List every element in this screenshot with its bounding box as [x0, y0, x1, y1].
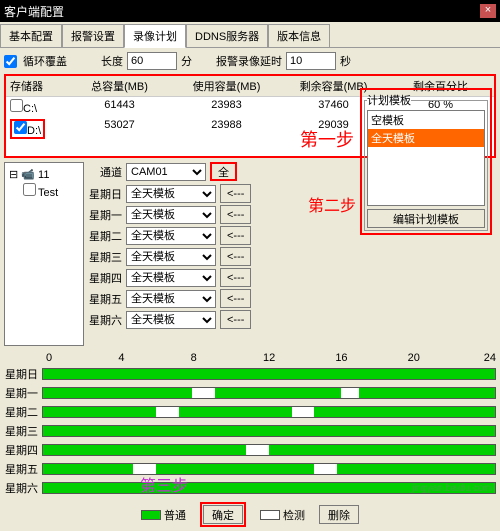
- schedule-bar[interactable]: [42, 368, 496, 380]
- legend-detect-swatch: [260, 510, 280, 520]
- day-template-select[interactable]: 全天模板: [126, 248, 216, 266]
- template-legend: 计划模板: [367, 92, 411, 108]
- day-template-select[interactable]: 全天模板: [126, 269, 216, 287]
- tab-basic[interactable]: 基本配置: [0, 24, 62, 47]
- day-label: 星期四: [88, 270, 122, 286]
- day-label: 星期五: [88, 291, 122, 307]
- len-unit: 分: [181, 53, 192, 69]
- loop-checkbox[interactable]: [4, 55, 17, 68]
- assign-button[interactable]: <---: [220, 184, 251, 203]
- step2-overlay: 第二步: [308, 192, 356, 216]
- step3-overlay: 第三步: [140, 472, 188, 496]
- list-item[interactable]: 空模板: [368, 111, 484, 129]
- bar-day-label: 星期五: [4, 461, 42, 477]
- schedule-bar[interactable]: [42, 406, 496, 418]
- delay-label: 报警录像延时: [216, 53, 282, 69]
- all-button[interactable]: 全: [210, 162, 237, 181]
- day-template-select[interactable]: 全天模板: [126, 206, 216, 224]
- day-label: 星期一: [88, 207, 122, 223]
- schedule-bar[interactable]: [42, 463, 496, 475]
- template-list[interactable]: 空模板 全天模板: [367, 110, 485, 206]
- bar-day-label: 星期二: [4, 404, 42, 420]
- tab-ddns[interactable]: DDNS服务器: [186, 24, 268, 47]
- day-template-select[interactable]: 全天模板: [126, 290, 216, 308]
- len-input[interactable]: [127, 52, 177, 70]
- schedule-bar[interactable]: [42, 387, 496, 399]
- close-icon[interactable]: ×: [480, 4, 496, 18]
- tree-item-checkbox[interactable]: [23, 183, 36, 196]
- delay-input[interactable]: [286, 52, 336, 70]
- list-item[interactable]: 全天模板: [368, 129, 484, 147]
- col-drive: 存储器: [6, 76, 66, 96]
- assign-button[interactable]: <---: [220, 268, 251, 287]
- tab-version[interactable]: 版本信息: [268, 24, 330, 47]
- assign-button[interactable]: <---: [220, 289, 251, 308]
- bar-day-label: 星期四: [4, 442, 42, 458]
- drive-c-checkbox[interactable]: [10, 99, 23, 112]
- day-template-select[interactable]: 全天模板: [126, 227, 216, 245]
- assign-button[interactable]: <---: [220, 205, 251, 224]
- delete-button[interactable]: 删除: [319, 505, 359, 524]
- day-label: 星期六: [88, 312, 122, 328]
- day-label: 星期二: [88, 228, 122, 244]
- bar-day-label: 星期一: [4, 385, 42, 401]
- legend-detect: 检测: [283, 507, 305, 523]
- step1-overlay: 第一步: [300, 126, 354, 152]
- schedule-bar[interactable]: [42, 425, 496, 437]
- time-ruler: 04812162024: [46, 352, 496, 364]
- bar-day-label: 星期日: [4, 366, 42, 382]
- tab-record[interactable]: 录像计划: [124, 24, 186, 48]
- day-template-select[interactable]: 全天模板: [126, 311, 216, 329]
- len-label: 长度: [101, 53, 123, 69]
- channel-select[interactable]: CAM01: [126, 163, 206, 181]
- col-total: 总容量(MB): [66, 76, 173, 96]
- legend-normal: 普通: [164, 507, 186, 523]
- window-title: 客户端配置: [4, 3, 64, 20]
- edit-template-button[interactable]: 编辑计划模板: [367, 209, 485, 228]
- legend-normal-swatch: [141, 510, 161, 520]
- delay-unit: 秒: [340, 53, 351, 69]
- device-tree[interactable]: ⊟ 📹 11 Test: [4, 162, 84, 346]
- bar-day-label: 星期三: [4, 423, 42, 439]
- template-panel: 计划模板 空模板 全天模板 编辑计划模板: [360, 88, 492, 235]
- watermark: jingyan.baidu.com: [411, 483, 492, 494]
- assign-button[interactable]: <---: [220, 247, 251, 266]
- schedule-bars: 星期日星期一星期二星期三星期四星期五星期六: [4, 366, 496, 496]
- bar-day-label: 星期六: [4, 480, 42, 496]
- ok-button[interactable]: 确定: [203, 505, 243, 524]
- assign-button[interactable]: <---: [220, 226, 251, 245]
- loop-label: 循环覆盖: [23, 53, 67, 69]
- col-used: 使用容量(MB): [173, 76, 280, 96]
- assign-button[interactable]: <---: [220, 310, 251, 329]
- day-label: 星期日: [88, 186, 122, 202]
- day-label: 星期三: [88, 249, 122, 265]
- tab-bar: 基本配置 报警设置 录像计划 DDNS服务器 版本信息: [0, 24, 500, 48]
- tab-alarm[interactable]: 报警设置: [62, 24, 124, 47]
- channel-label: 通道: [88, 164, 122, 180]
- schedule-bar[interactable]: [42, 444, 496, 456]
- drive-d-checkbox[interactable]: [14, 121, 27, 134]
- day-template-select[interactable]: 全天模板: [126, 185, 216, 203]
